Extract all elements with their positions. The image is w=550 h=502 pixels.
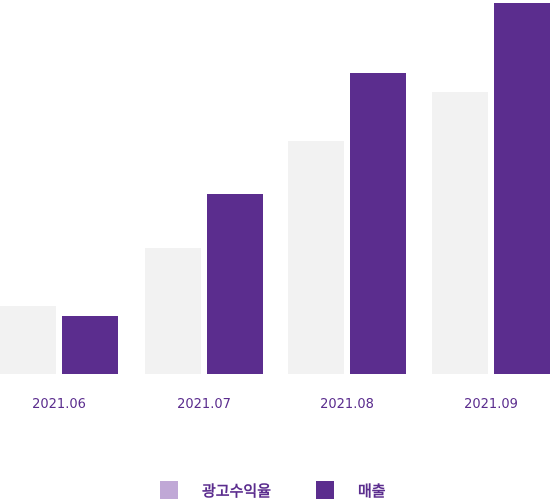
bar-ad-revenue-rate-2021.09 bbox=[432, 92, 488, 374]
legend: 광고수익율 매출 bbox=[0, 478, 550, 502]
x-tick-label: 2021.06 bbox=[32, 397, 86, 412]
bar-chart: 2021.06 2021.07 2021.08 2021.09 bbox=[0, 3, 550, 412]
bar-ad-revenue-rate-2021.07 bbox=[145, 248, 201, 374]
bar-ad-revenue-rate-2021.06 bbox=[0, 306, 56, 374]
bar-ad-revenue-rate-2021.08 bbox=[288, 141, 344, 374]
bar-sales-2021.07 bbox=[207, 194, 263, 374]
legend-item-sales[interactable]: 매출 bbox=[316, 478, 386, 502]
legend-swatch-sales bbox=[316, 481, 334, 499]
x-tick-label: 2021.08 bbox=[320, 397, 374, 412]
x-tick-label: 2021.09 bbox=[464, 397, 518, 412]
legend-label-sales: 매출 bbox=[358, 481, 386, 500]
bar-sales-2021.08 bbox=[350, 73, 406, 374]
x-tick-label: 2021.07 bbox=[177, 397, 231, 412]
bar-sales-2021.06 bbox=[62, 316, 118, 374]
legend-label-ad-revenue-rate: 광고수익율 bbox=[202, 481, 272, 500]
bars-group bbox=[0, 3, 550, 374]
legend-item-ad-revenue-rate[interactable]: 광고수익율 bbox=[160, 478, 271, 502]
bar-sales-2021.09 bbox=[494, 3, 550, 374]
legend-swatch-ad-revenue-rate bbox=[160, 481, 178, 499]
x-axis-tick-labels: 2021.06 2021.07 2021.08 2021.09 bbox=[32, 397, 518, 412]
